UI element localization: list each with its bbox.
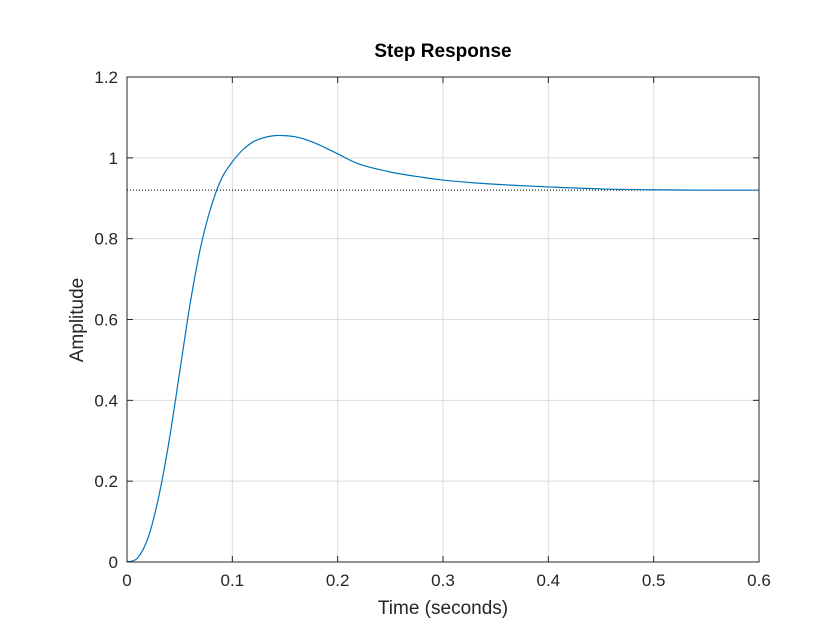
- x-axis-label: Time (seconds): [378, 598, 508, 619]
- series-layer: [126, 134, 760, 563]
- y-axis-label: Amplitude: [67, 278, 88, 363]
- y-tick-label: 0.6: [94, 311, 118, 330]
- x-tick-label: 0.2: [326, 571, 350, 590]
- x-tick-label: 0.3: [431, 571, 455, 590]
- y-tick-label: 0.8: [94, 230, 118, 249]
- x-tick-label: 0: [122, 571, 131, 590]
- x-tick-label: 0.5: [642, 571, 666, 590]
- y-tick-label: 0.4: [94, 391, 118, 410]
- y-tick-label: 0: [109, 553, 118, 572]
- x-axis-ticks: 0 0.1 0.2 0.3 0.4 0.5 0.6: [122, 77, 771, 590]
- y-tick-label: 1: [109, 149, 118, 168]
- x-tick-label: 0.6: [747, 571, 771, 590]
- chart-title: Step Response: [374, 41, 511, 62]
- x-tick-label: 0.4: [537, 571, 561, 590]
- y-tick-label: 1.2: [94, 68, 118, 87]
- y-axis-ticks: 0 0.2 0.4 0.6 0.8 1 1.2: [94, 68, 759, 572]
- x-tick-label: 0.1: [221, 571, 245, 590]
- y-tick-label: 0.2: [94, 472, 118, 491]
- step-response-series-line: [126, 134, 760, 563]
